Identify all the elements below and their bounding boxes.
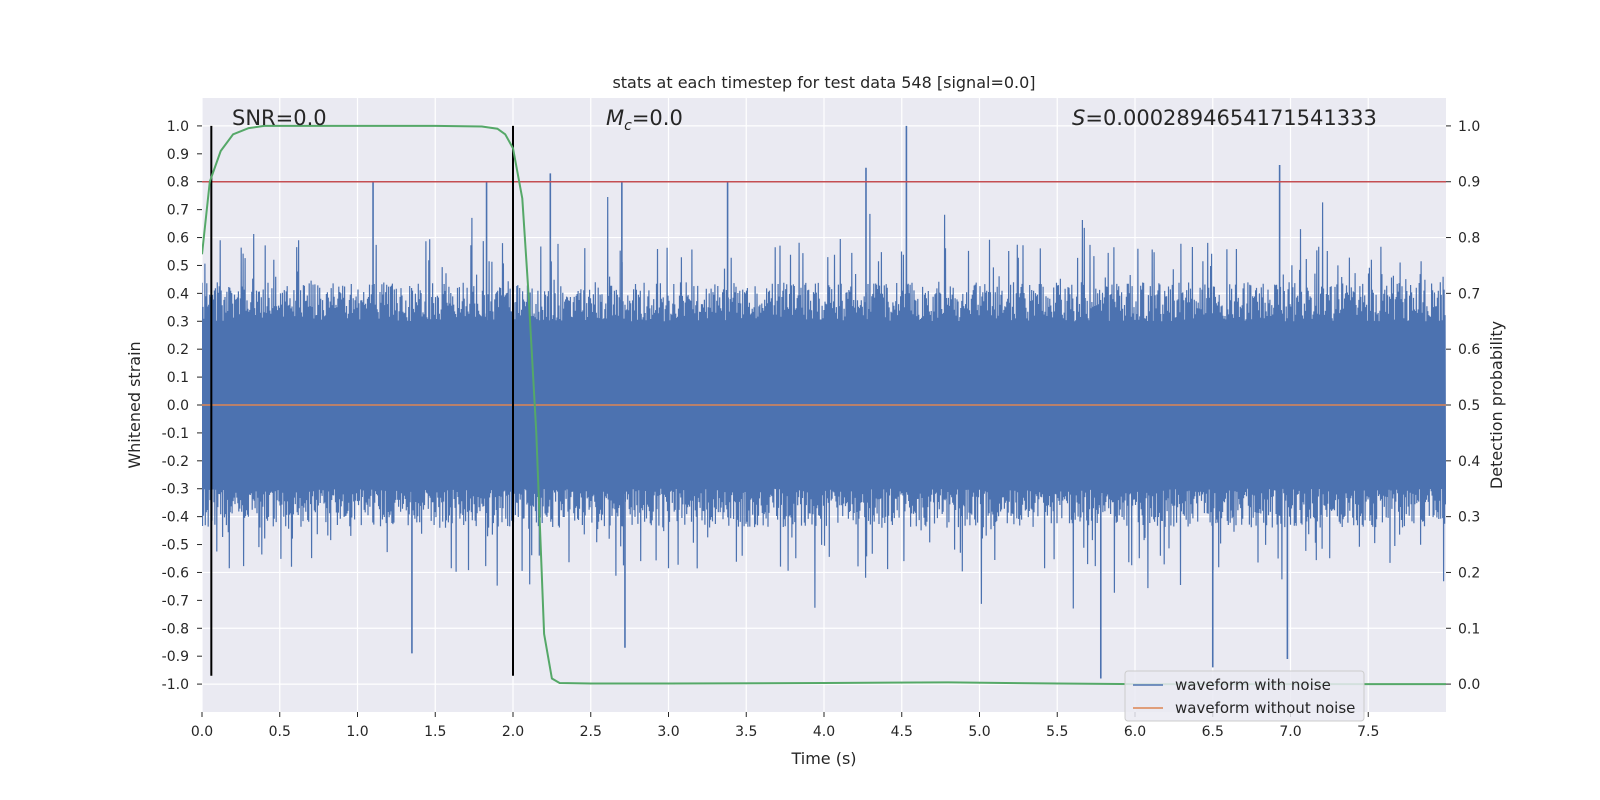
y2-tick-label-0p1: 0.1 (1458, 621, 1480, 637)
x-tick-label-0p0: 0.0 (191, 724, 213, 740)
y-tick-label-0p8: 0.8 (167, 175, 189, 191)
y-tick-label-0p3: 0.3 (167, 314, 189, 330)
legend-label-waveform-with-noise: waveform with noise (1175, 676, 1331, 694)
y-tick-label-neg0p9: -0.9 (162, 649, 189, 665)
snr-annotation: SNR=0.0 (232, 106, 327, 130)
y2-tick-label-0p0: 0.0 (1458, 677, 1480, 693)
series-detection-probability (202, 124, 1446, 686)
y-tick-label-0p1: 0.1 (167, 370, 189, 386)
y-tick-label-neg0p6: -0.6 (162, 565, 189, 581)
x-tick-label-7p5: 7.5 (1357, 724, 1379, 740)
y-tick-label-neg0p2: -0.2 (162, 454, 189, 470)
y-tick-label-neg0p7: -0.7 (162, 593, 189, 609)
axis-ticks: 0.0 0.5 1.0 1.5 2.0 2.5 3.0 3.5 4.0 4.5 5.0 5.5 6.0 6… (162, 119, 1481, 740)
y2-tick-label-0p4: 0.4 (1458, 454, 1480, 470)
y-axis-label: Whitened strain (125, 341, 144, 468)
score-symbol: S (1072, 106, 1085, 130)
y2-tick-label-0p8: 0.8 (1458, 231, 1480, 247)
chart-title: stats at each timestep for test data 548… (612, 73, 1035, 92)
x-tick-label-1p5: 1.5 (424, 724, 446, 740)
score-value: =0.0002894654171541333 (1085, 106, 1377, 130)
x-tick-label-6p0: 6.0 (1124, 724, 1146, 740)
x-tick-label-5p0: 5.0 (968, 724, 990, 740)
y2-tick-label-1p0: 1.0 (1458, 119, 1480, 135)
x-tick-label-2p5: 2.5 (580, 724, 602, 740)
x-tick-label-4p5: 4.5 (891, 724, 913, 740)
y-tick-label-neg0p1: -0.1 (162, 426, 189, 442)
chirp-mass-subscript: c (624, 118, 632, 134)
x-tick-label-1p0: 1.0 (346, 724, 368, 740)
detection-probability-line (202, 124, 1446, 686)
noise-waveform-line (202, 196, 1446, 609)
y-tick-label-neg0p8: -0.8 (162, 621, 189, 637)
x-tick-label-4p0: 4.0 (813, 724, 835, 740)
score-annotation: S=0.0002894654171541333 (1072, 106, 1377, 130)
y2-tick-label-0p5: 0.5 (1458, 398, 1480, 414)
y2-tick-label-0p6: 0.6 (1458, 342, 1480, 358)
legend-box (1124, 670, 1365, 722)
y-tick-label-0p0: 0.0 (167, 398, 189, 414)
y-tick-label-0p7: 0.7 (167, 203, 189, 219)
legend-label-waveform-without-noise: waveform without noise (1175, 699, 1355, 717)
y-tick-label-0p2: 0.2 (167, 342, 189, 358)
x-tick-label-3p5: 3.5 (735, 724, 757, 740)
x-tick-label-7p0: 7.0 (1279, 724, 1301, 740)
x-tick-label-5p5: 5.5 (1046, 724, 1068, 740)
x-axis-label: Time (s) (790, 749, 856, 768)
x-tick-label-0p5: 0.5 (269, 724, 291, 740)
y2-axis-label: Detection probability (1487, 321, 1506, 489)
y2-tick-label-0p2: 0.2 (1458, 565, 1480, 581)
y-tick-label-0p6: 0.6 (167, 231, 189, 247)
y-tick-label-neg0p5: -0.5 (162, 538, 189, 554)
y-tick-label-neg0p4: -0.4 (162, 510, 189, 526)
y-tick-label-0p9: 0.9 (167, 147, 189, 163)
chirp-mass-symbol: M (606, 106, 624, 130)
y2-tick-label-0p9: 0.9 (1458, 175, 1480, 191)
x-tick-label-6p5: 6.5 (1202, 724, 1224, 740)
y-tick-label-neg0p3: -0.3 (162, 482, 189, 498)
y-tick-label-1p0: 1.0 (167, 119, 189, 135)
chirp-mass-annotation: Mc=0.0 (606, 106, 683, 134)
y-tick-label-0p5: 0.5 (167, 258, 189, 274)
x-tick-label-2p0: 2.0 (502, 724, 524, 740)
y-tick-label-neg1p0: -1.0 (162, 677, 189, 693)
series-waveform-with-noise (202, 125, 1446, 679)
chirp-mass-value: =0.0 (632, 106, 683, 130)
x-tick-label-3p0: 3.0 (657, 724, 679, 740)
y-tick-label-0p4: 0.4 (167, 286, 189, 302)
reference-lines (202, 125, 1446, 676)
y2-tick-label-0p3: 0.3 (1458, 510, 1480, 526)
y2-tick-label-0p7: 0.7 (1458, 286, 1480, 302)
legend: waveform with noise waveform without noi… (1124, 670, 1365, 722)
